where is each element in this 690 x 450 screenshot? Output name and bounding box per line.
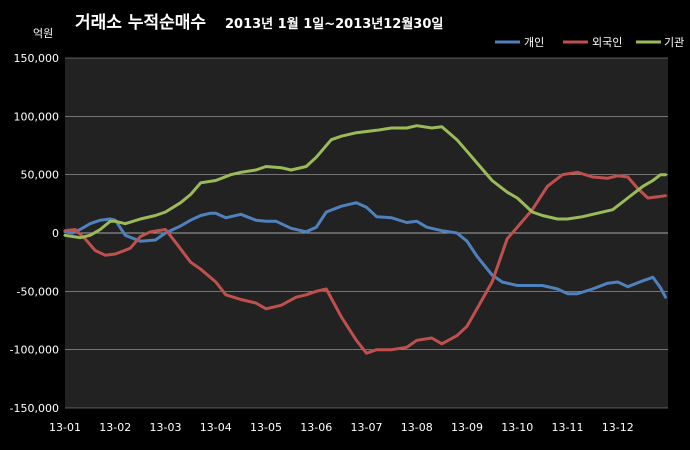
x-tick-label: 13-05 — [250, 421, 282, 434]
x-tick-label: 13-11 — [552, 421, 584, 434]
y-tick-label: 100,000 — [14, 110, 60, 123]
series-line-institution — [63, 124, 667, 240]
legend-label-foreign: 외국인 — [592, 36, 622, 49]
x-tick-label: 13-09 — [451, 421, 483, 434]
y-axis-unit-label: 억원 — [33, 27, 53, 40]
legend-label-institution: 기관 — [664, 36, 684, 49]
y-tick-label: 50,000 — [21, 169, 60, 182]
y-tick-label: -100,000 — [10, 344, 59, 357]
x-tick-label: 13-07 — [351, 421, 383, 434]
series-lines — [63, 124, 667, 355]
legend-label-individual: 개인 — [524, 36, 544, 49]
series-line-individual — [63, 201, 667, 299]
series-line-foreign — [63, 170, 667, 355]
y-tick-label: 150,000 — [14, 52, 60, 65]
y-tick-label: -50,000 — [17, 285, 59, 298]
x-tick-label: 13-06 — [300, 421, 332, 434]
y-tick-label: -150,000 — [10, 402, 59, 415]
x-tick-label: 13-04 — [200, 421, 232, 434]
legend: 개인 외국인 기관 — [495, 36, 684, 49]
y-axis-ticks: 150,000 100,000 50,000 0 -50,000 -100,000 -150… — [10, 52, 59, 415]
y-tick-label: 0 — [52, 227, 59, 240]
x-tick-label: 13-01 — [49, 421, 81, 434]
chart-title-main: 거래소 누적순매수 — [75, 13, 206, 33]
x-tick-label: 13-10 — [501, 421, 533, 434]
x-tick-label: 13-12 — [602, 421, 634, 434]
x-tick-label: 13-03 — [150, 421, 182, 434]
chart-subtitle: 2013년 1월 1일~2013년12월30일 — [225, 16, 443, 32]
x-axis-ticks: 13-01 13-02 13-03 13-04 13-05 13-06 13-07 13-08… — [49, 421, 634, 434]
x-tick-label: 13-08 — [401, 421, 433, 434]
chart-title: 거래소 누적순매수 2013년 1월 1일~2013년12월30일 — [75, 13, 443, 33]
x-tick-label: 13-02 — [99, 421, 131, 434]
